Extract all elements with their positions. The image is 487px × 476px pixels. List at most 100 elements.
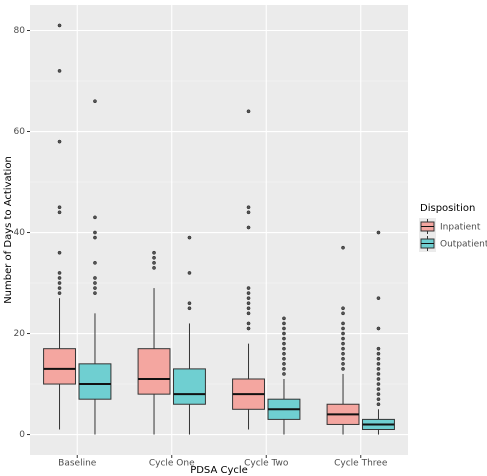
outlier (246, 109, 251, 114)
outlier (57, 250, 62, 255)
outlier (57, 210, 62, 215)
x-axis-title: PDSA Cycle (190, 465, 248, 476)
box (43, 348, 76, 385)
outlier (376, 392, 381, 396)
outlier (282, 356, 286, 361)
x-tick-label: Cycle Three (334, 459, 388, 469)
outlier (57, 271, 62, 275)
outlier (152, 266, 156, 270)
outlier (376, 382, 381, 386)
outlier (57, 139, 62, 144)
outlier (341, 346, 345, 351)
legend-label: Inpatient (440, 223, 481, 233)
outlier (57, 286, 62, 290)
outlier (57, 205, 62, 210)
outlier (341, 336, 345, 341)
x-tick-label: Baseline (58, 459, 97, 469)
x-tick-label: Cycle One (149, 459, 195, 469)
y-tick-label: 40 (14, 228, 26, 238)
box (173, 368, 206, 405)
outlier (93, 99, 97, 104)
outlier (341, 331, 345, 336)
outlier (376, 230, 381, 235)
legend-label: Outpatient (440, 240, 487, 250)
outlier (376, 296, 381, 301)
outlier (341, 321, 345, 326)
outlier (57, 69, 62, 73)
outlier (282, 351, 286, 356)
outlier (57, 23, 62, 28)
outlier (187, 235, 192, 240)
box (137, 348, 171, 395)
outlier (376, 387, 381, 391)
outlier (376, 377, 381, 381)
outlier (246, 301, 251, 306)
outlier (187, 306, 192, 311)
outlier (246, 321, 251, 326)
outlier (282, 326, 286, 331)
outlier (246, 326, 251, 331)
outlier (152, 250, 156, 255)
y-tick-label: 20 (14, 329, 26, 339)
outlier (246, 225, 251, 230)
outlier (376, 397, 381, 402)
outlier (282, 341, 286, 346)
outlier (282, 346, 286, 351)
outlier (341, 326, 345, 331)
outlier (246, 311, 251, 316)
outlier (282, 336, 286, 341)
outlier (341, 245, 345, 250)
outlier (152, 260, 156, 265)
outlier (93, 230, 97, 235)
outlier (376, 346, 381, 351)
outlier (341, 341, 345, 346)
outlier (282, 316, 286, 321)
outlier (282, 372, 286, 376)
outlier (341, 361, 345, 366)
outlier (341, 306, 345, 311)
outlier (341, 351, 345, 356)
outlier (376, 351, 381, 356)
outlier (376, 372, 381, 376)
outlier (57, 291, 62, 295)
outlier (187, 271, 192, 275)
y-axis-title: Number of Days to Activation (3, 156, 14, 304)
outlier (93, 235, 97, 240)
outlier (376, 367, 381, 371)
outlier (376, 326, 381, 331)
grid (30, 5, 408, 455)
box (78, 363, 112, 400)
outlier (246, 210, 251, 215)
outlier (246, 286, 251, 290)
outlier (246, 306, 251, 311)
outlier (187, 301, 192, 306)
marks (43, 23, 395, 435)
y-tick-label: 60 (14, 127, 26, 137)
outlier (282, 321, 286, 326)
outlier (282, 367, 286, 371)
x-tick-label: Cycle Two (244, 459, 289, 469)
outlier (246, 205, 251, 210)
outlier (57, 276, 62, 280)
outlier (152, 255, 156, 260)
outlier (282, 331, 286, 336)
outlier (93, 281, 97, 285)
outlier (341, 367, 345, 371)
outlier (341, 356, 345, 361)
legend-title: Disposition (420, 203, 475, 214)
outlier (57, 281, 62, 285)
outlier (93, 291, 97, 295)
y-tick-label: 0 (19, 430, 25, 440)
outlier (376, 361, 381, 366)
outlier (246, 291, 251, 295)
outlier (376, 402, 381, 407)
outlier (93, 260, 97, 265)
y-tick-label: 80 (14, 26, 26, 36)
outlier (93, 215, 97, 220)
outlier (341, 311, 345, 316)
outlier (376, 356, 381, 361)
outlier (282, 361, 286, 366)
outlier (93, 276, 97, 280)
outlier (246, 296, 251, 301)
